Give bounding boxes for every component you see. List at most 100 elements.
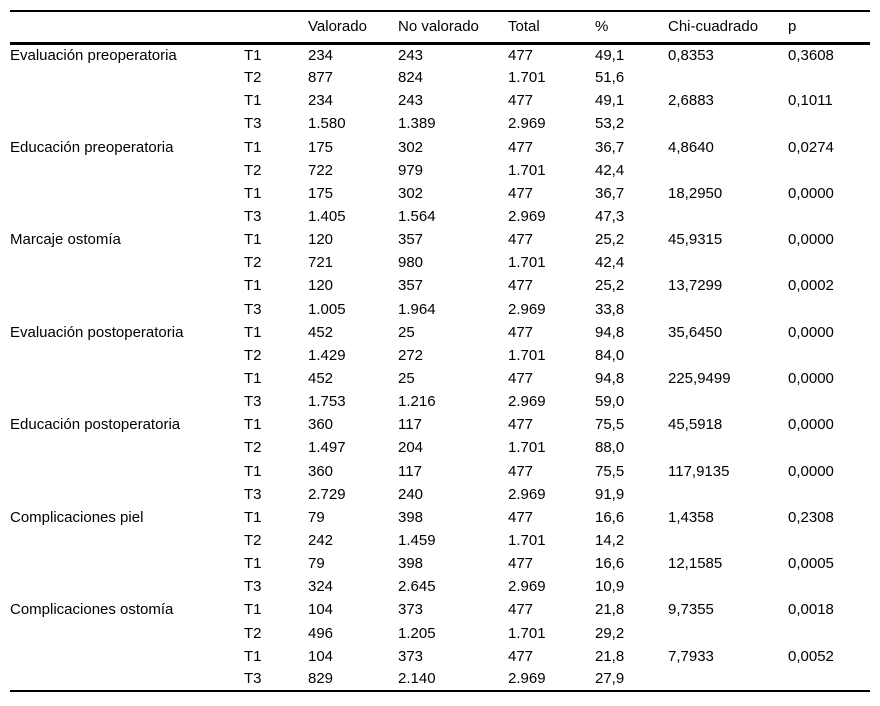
table-row: Marcaje ostomía T1 120 357 477 25,2 45,9315 0,0… bbox=[10, 228, 870, 251]
cell-time-point: T3 bbox=[244, 300, 262, 318]
cell-percent: 49,1 bbox=[595, 92, 625, 110]
table-row: T2 1.429 272 1.701 84,0 bbox=[10, 344, 870, 367]
cell-chi-cuadrado: 45,9315 bbox=[668, 231, 723, 249]
cell-chi-cuadrado bbox=[668, 622, 788, 645]
cell-no-valorado: 240 bbox=[398, 485, 424, 503]
cell-chi-cuadrado: 7,7933 bbox=[668, 647, 714, 665]
cell-percent: 14,2 bbox=[595, 532, 625, 550]
cell-time-point: T2 bbox=[244, 254, 262, 272]
cell-percent: 16,6 bbox=[595, 555, 625, 573]
cell-time-point: T1 bbox=[244, 601, 262, 619]
cell-time-point: T1 bbox=[244, 184, 262, 202]
cell-p bbox=[788, 159, 870, 182]
table-row: Evaluación preoperatoria T1 234 243 477 49,1 0… bbox=[10, 43, 870, 66]
cell-no-valorado: 398 bbox=[398, 508, 424, 526]
cell-p bbox=[788, 112, 870, 135]
cell-chi-cuadrado: 2,6883 bbox=[668, 92, 714, 110]
cell-chi-cuadrado: 35,6450 bbox=[668, 323, 723, 341]
row-group-label bbox=[10, 575, 244, 598]
cell-valorado: 175 bbox=[308, 138, 334, 156]
cell-time-point: T1 bbox=[244, 92, 262, 110]
cell-percent: 94,8 bbox=[595, 370, 625, 388]
cell-percent: 59,0 bbox=[595, 393, 625, 411]
cell-valorado: 877 bbox=[308, 69, 334, 87]
cell-no-valorado: 2.645 bbox=[398, 578, 436, 596]
row-group-label bbox=[10, 251, 244, 274]
cell-time-point: T2 bbox=[244, 161, 262, 179]
header-row: Valorado No valorado Total % Chi-cuadrad… bbox=[10, 11, 870, 43]
cell-percent: 33,8 bbox=[595, 300, 625, 318]
row-group-label: Evaluación postoperatoria bbox=[10, 323, 184, 341]
table-row: T1 79 398 477 16,6 12,1585 0,0005 bbox=[10, 552, 870, 575]
cell-total: 2.969 bbox=[508, 300, 546, 318]
cell-time-point: T1 bbox=[244, 277, 262, 295]
cell-no-valorado: 1.216 bbox=[398, 393, 436, 411]
cell-total: 477 bbox=[508, 92, 534, 110]
row-group-label: Marcaje ostomía bbox=[10, 231, 121, 249]
row-group-label bbox=[10, 483, 244, 506]
table-row: T3 1.753 1.216 2.969 59,0 bbox=[10, 390, 870, 413]
cell-time-point: T1 bbox=[244, 231, 262, 249]
table-row: T1 120 357 477 25,2 13,7299 0,0002 bbox=[10, 274, 870, 297]
cell-valorado: 104 bbox=[308, 647, 334, 665]
cell-no-valorado: 25 bbox=[398, 370, 415, 388]
cell-p: 0,2308 bbox=[788, 508, 834, 526]
cell-total: 2.969 bbox=[508, 393, 546, 411]
cell-percent: 75,5 bbox=[595, 416, 625, 434]
row-group-label bbox=[10, 436, 244, 459]
cell-no-valorado: 243 bbox=[398, 46, 424, 64]
cell-time-point: T1 bbox=[244, 416, 262, 434]
cell-total: 1.701 bbox=[508, 161, 546, 179]
cell-chi-cuadrado: 12,1585 bbox=[668, 555, 723, 573]
cell-time-point: T2 bbox=[244, 346, 262, 364]
cell-valorado: 104 bbox=[308, 601, 334, 619]
cell-no-valorado: 357 bbox=[398, 277, 424, 295]
cell-valorado: 721 bbox=[308, 254, 334, 272]
cell-no-valorado: 373 bbox=[398, 601, 424, 619]
cell-p: 0,0052 bbox=[788, 647, 834, 665]
cell-no-valorado: 979 bbox=[398, 161, 424, 179]
cell-total: 1.701 bbox=[508, 254, 546, 272]
cell-chi-cuadrado: 45,5918 bbox=[668, 416, 723, 434]
cell-p: 0,0000 bbox=[788, 184, 834, 202]
cell-time-point: T1 bbox=[244, 462, 262, 480]
row-group-label bbox=[10, 668, 244, 691]
cell-total: 477 bbox=[508, 277, 534, 295]
cell-time-point: T3 bbox=[244, 485, 262, 503]
row-group-label bbox=[10, 205, 244, 228]
col-header-total: Total bbox=[508, 18, 540, 36]
cell-valorado: 120 bbox=[308, 277, 334, 295]
row-group-label bbox=[10, 298, 244, 321]
cell-percent: 27,9 bbox=[595, 670, 625, 688]
cell-p bbox=[788, 483, 870, 506]
cell-valorado: 2.729 bbox=[308, 485, 346, 503]
table-row: Complicaciones ostomía T1 104 373 477 21,8 9,7… bbox=[10, 598, 870, 621]
cell-no-valorado: 1.205 bbox=[398, 624, 436, 642]
row-group-label bbox=[10, 552, 244, 575]
cell-p: 0,0018 bbox=[788, 601, 834, 619]
cell-chi-cuadrado bbox=[668, 436, 788, 459]
cell-no-valorado: 824 bbox=[398, 69, 424, 87]
cell-valorado: 1.497 bbox=[308, 439, 346, 457]
row-group-label: Complicaciones piel bbox=[10, 508, 144, 526]
table-row: Educación preoperatoria T1 175 302 477 36,7 4,… bbox=[10, 136, 870, 159]
cell-percent: 91,9 bbox=[595, 485, 625, 503]
cell-time-point: T1 bbox=[244, 647, 262, 665]
cell-p bbox=[788, 205, 870, 228]
cell-p bbox=[788, 622, 870, 645]
cell-no-valorado: 272 bbox=[398, 346, 424, 364]
cell-percent: 36,7 bbox=[595, 184, 625, 202]
cell-total: 477 bbox=[508, 462, 534, 480]
cell-chi-cuadrado bbox=[668, 668, 788, 691]
cell-time-point: T2 bbox=[244, 439, 262, 457]
cell-total: 2.969 bbox=[508, 578, 546, 596]
cell-total: 477 bbox=[508, 370, 534, 388]
col-header-group-label bbox=[10, 11, 244, 43]
cell-no-valorado: 1.389 bbox=[398, 115, 436, 133]
cell-total: 2.969 bbox=[508, 208, 546, 226]
table-row: T3 2.729 240 2.969 91,9 bbox=[10, 483, 870, 506]
cell-chi-cuadrado bbox=[668, 298, 788, 321]
cell-valorado: 234 bbox=[308, 92, 334, 110]
cell-time-point: T1 bbox=[244, 46, 262, 64]
